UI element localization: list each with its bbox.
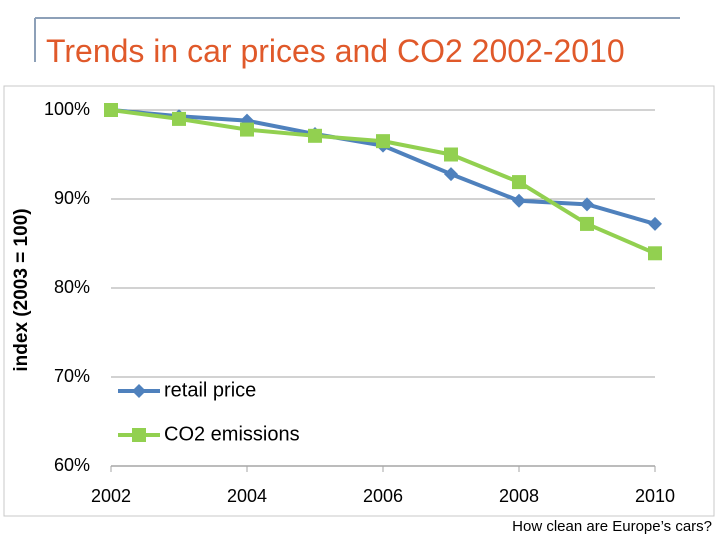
y-tick-label: 100% <box>44 99 90 119</box>
data-point <box>648 216 662 231</box>
data-point <box>580 216 594 231</box>
y-axis-title: index (2003 = 100) <box>11 208 32 371</box>
x-tick-label: 2004 <box>227 486 267 506</box>
data-point <box>580 197 594 212</box>
x-tick-label: 2002 <box>91 486 131 506</box>
y-tick-label: 70% <box>54 366 90 386</box>
data-point <box>104 103 118 117</box>
legend-marker <box>132 428 146 442</box>
y-tick-label: 60% <box>54 455 90 475</box>
data-point <box>512 175 526 190</box>
slide-title: Trends in car prices and CO2 2002-2010 <box>46 33 625 69</box>
data-point <box>240 122 254 137</box>
data-point <box>512 193 526 208</box>
data-point <box>444 167 458 182</box>
x-tick-label: 2008 <box>499 486 539 506</box>
data-point <box>172 111 186 126</box>
data-point <box>308 128 322 143</box>
chart-area <box>3 85 715 517</box>
x-tick-label: 2010 <box>635 486 675 506</box>
x-tick-label: 2006 <box>363 486 403 506</box>
y-tick-label: 90% <box>54 188 90 208</box>
footer: How clean are Europe’s cars? <box>510 518 714 535</box>
y-tick-label: 80% <box>54 277 90 297</box>
data-point <box>444 147 458 162</box>
legend-label: CO2 emissions <box>164 423 300 445</box>
data-point <box>648 246 662 261</box>
data-point <box>376 134 390 149</box>
legend-marker <box>132 384 146 398</box>
legend-label: retail price <box>164 379 256 401</box>
